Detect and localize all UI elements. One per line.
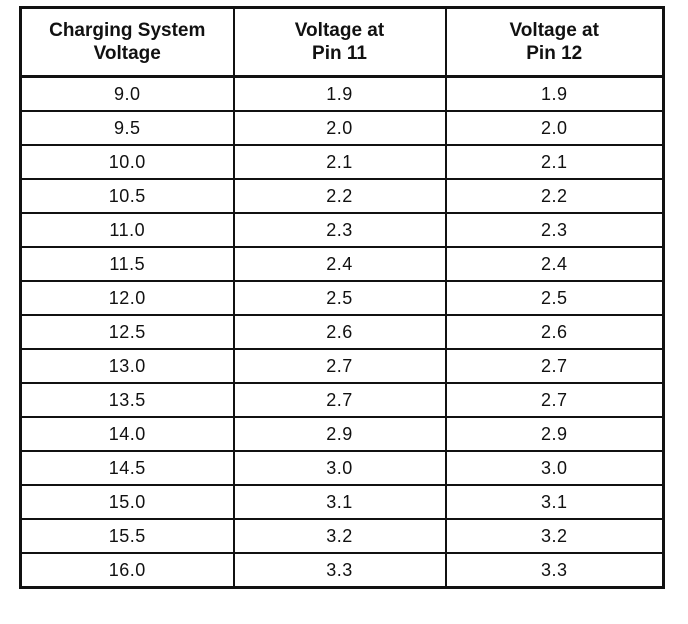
table-row: 14.5 3.0 3.0: [19, 450, 665, 486]
cell-pin-12-voltage: 2.3: [444, 212, 665, 248]
cell-charging-voltage: 9.5: [19, 110, 235, 146]
cell-charging-voltage: 11.0: [19, 212, 235, 248]
cell-pin-11-voltage: 1.9: [232, 75, 447, 112]
cell-charging-voltage: 15.5: [19, 518, 235, 554]
voltage-table: Charging System Voltage Voltage at Pin 1…: [19, 6, 665, 589]
cell-charging-voltage: 13.5: [19, 382, 235, 418]
table-row: 9.5 2.0 2.0: [19, 110, 665, 146]
cell-pin-11-voltage: 2.9: [232, 416, 447, 452]
cell-pin-12-voltage: 2.5: [444, 280, 665, 316]
cell-charging-voltage: 14.5: [19, 450, 235, 486]
table-row: 13.5 2.7 2.7: [19, 382, 665, 418]
cell-pin-11-voltage: 2.2: [232, 178, 447, 214]
table-row: 10.0 2.1 2.1: [19, 144, 665, 180]
cell-charging-voltage: 14.0: [19, 416, 235, 452]
table-body: 9.0 1.9 1.9 9.5 2.0 2.0 10.0 2.1 2.1 10.5 2.2 2.2 11…: [19, 75, 665, 589]
table-row: 15.5 3.2 3.2: [19, 518, 665, 554]
cell-pin-11-voltage: 2.6: [232, 314, 447, 350]
cell-pin-11-voltage: 2.1: [232, 144, 447, 180]
cell-pin-12-voltage: 2.0: [444, 110, 665, 146]
table-header: Charging System Voltage Voltage at Pin 1…: [19, 6, 665, 78]
cell-charging-voltage: 12.0: [19, 280, 235, 316]
header-row: Charging System Voltage Voltage at Pin 1…: [19, 6, 665, 78]
cell-pin-11-voltage: 3.0: [232, 450, 447, 486]
header-voltage-pin-12: Voltage at Pin 12: [444, 6, 665, 78]
table-row: 11.5 2.4 2.4: [19, 246, 665, 282]
cell-pin-11-voltage: 2.4: [232, 246, 447, 282]
cell-pin-12-voltage: 2.2: [444, 178, 665, 214]
cell-pin-12-voltage: 2.7: [444, 382, 665, 418]
cell-pin-11-voltage: 2.5: [232, 280, 447, 316]
cell-pin-12-voltage: 2.6: [444, 314, 665, 350]
cell-pin-12-voltage: 1.9: [444, 75, 665, 112]
cell-pin-11-voltage: 2.3: [232, 212, 447, 248]
cell-pin-11-voltage: 3.2: [232, 518, 447, 554]
cell-pin-11-voltage: 3.1: [232, 484, 447, 520]
table-row: 11.0 2.3 2.3: [19, 212, 665, 248]
cell-pin-12-voltage: 2.4: [444, 246, 665, 282]
cell-charging-voltage: 10.0: [19, 144, 235, 180]
cell-pin-12-voltage: 3.3: [444, 552, 665, 589]
cell-pin-12-voltage: 2.1: [444, 144, 665, 180]
cell-charging-voltage: 10.5: [19, 178, 235, 214]
table-row: 15.0 3.1 3.1: [19, 484, 665, 520]
cell-pin-12-voltage: 2.9: [444, 416, 665, 452]
cell-charging-voltage: 9.0: [19, 75, 235, 112]
table-row: 10.5 2.2 2.2: [19, 178, 665, 214]
cell-charging-voltage: 13.0: [19, 348, 235, 384]
cell-pin-11-voltage: 2.0: [232, 110, 447, 146]
cell-pin-11-voltage: 3.3: [232, 552, 447, 589]
cell-charging-voltage: 15.0: [19, 484, 235, 520]
cell-pin-12-voltage: 3.0: [444, 450, 665, 486]
cell-pin-12-voltage: 3.2: [444, 518, 665, 554]
table-row: 9.0 1.9 1.9: [19, 75, 665, 112]
cell-pin-11-voltage: 2.7: [232, 382, 447, 418]
table-row: 12.0 2.5 2.5: [19, 280, 665, 316]
cell-charging-voltage: 11.5: [19, 246, 235, 282]
header-voltage-pin-11: Voltage at Pin 11: [232, 6, 447, 78]
table-row: 12.5 2.6 2.6: [19, 314, 665, 350]
cell-pin-12-voltage: 2.7: [444, 348, 665, 384]
cell-charging-voltage: 16.0: [19, 552, 235, 589]
header-charging-system-voltage: Charging System Voltage: [19, 6, 235, 78]
table-row: 14.0 2.9 2.9: [19, 416, 665, 452]
cell-pin-12-voltage: 3.1: [444, 484, 665, 520]
cell-pin-11-voltage: 2.7: [232, 348, 447, 384]
cell-charging-voltage: 12.5: [19, 314, 235, 350]
table-row: 13.0 2.7 2.7: [19, 348, 665, 384]
table-row: 16.0 3.3 3.3: [19, 552, 665, 589]
